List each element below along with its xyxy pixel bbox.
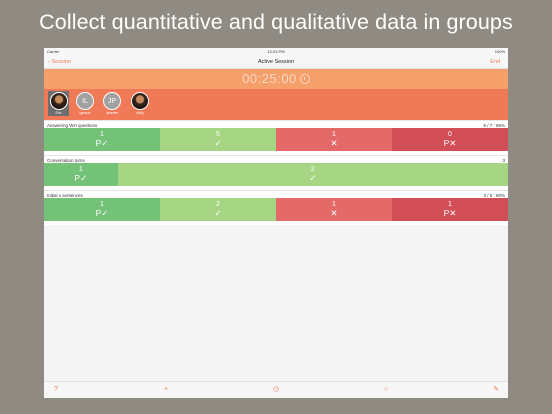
navigation-bar: ‹ Session Active Session End xyxy=(44,55,508,69)
response-count: 1 xyxy=(332,131,336,138)
response-count: 0 xyxy=(448,131,452,138)
goal-header: Initial s sentences 3 / 5 : 60% xyxy=(44,190,508,198)
end-session-button[interactable]: End xyxy=(490,59,500,65)
response-buttons: 1 P✓ 2 ✓ 1 ✕ 1 P✕ xyxy=(44,198,508,221)
participant-3[interactable]: Kelly xyxy=(130,92,150,115)
headline: Collect quantitative and qualitative dat… xyxy=(39,10,513,34)
goal-label: Initial s sentences xyxy=(47,193,83,198)
back-button[interactable]: ‹ Session xyxy=(48,59,71,65)
participant-name: Eric xyxy=(55,111,62,115)
response-count: 1 xyxy=(332,201,336,208)
goal-label: Conversation turns xyxy=(47,158,85,163)
response-button[interactable]: 1 P✓ xyxy=(44,128,160,151)
goal-score: 3 xyxy=(502,158,505,163)
avatar: IL xyxy=(76,92,94,110)
stopwatch-icon xyxy=(299,74,310,84)
response-buttons: 1 P✓ 5 ✓ 1 ✕ 0 P✕ xyxy=(44,128,508,151)
battery-level: 100% xyxy=(494,49,505,54)
session-timer[interactable]: 00:25:00 xyxy=(44,69,508,89)
participant-strip: Eric IL Ignacio JP Jennifer Kelly xyxy=(44,89,508,120)
goal-header: Conversation turns 3 xyxy=(44,155,508,163)
compose-icon[interactable]: ✎ xyxy=(493,386,499,393)
response-symbol: P✕ xyxy=(443,208,457,218)
goal-section: Answering WH questions 6 / 7 : 86% 1 P✓ 5 ✓ 1 ✕… xyxy=(44,120,508,151)
timer-icon[interactable]: ◷ xyxy=(272,386,280,393)
response-symbol: ✕ xyxy=(330,138,338,148)
response-count: 1 xyxy=(448,201,452,208)
response-count: 1 xyxy=(100,131,104,138)
goal-section: Initial s sentences 3 / 5 : 60% 1 P✓ 2 ✓ 1 ✕ 1 P✕ xyxy=(44,190,508,221)
response-buttons: 1 P✓ 2 ✓ xyxy=(44,163,508,186)
goal-score: 3 / 5 : 60% xyxy=(483,193,505,198)
response-symbol: ✓ xyxy=(214,138,222,148)
response-count: 1 xyxy=(78,166,83,173)
response-symbol: P✓ xyxy=(95,208,109,218)
goal-header: Answering WH questions 6 / 7 : 86% xyxy=(44,120,508,128)
participant-1[interactable]: IL Ignacio xyxy=(75,92,95,115)
section-gap xyxy=(44,151,508,155)
goal-label: Answering WH questions xyxy=(47,123,98,128)
page-title: Active Session xyxy=(257,59,295,65)
response-symbol: ✓ xyxy=(214,208,222,218)
response-button[interactable]: 1 ✕ xyxy=(276,198,392,221)
response-count: 5 xyxy=(216,131,220,138)
back-button-label: Session xyxy=(51,59,71,65)
response-count: 2 xyxy=(216,201,220,208)
response-symbol: P✓ xyxy=(95,138,109,148)
response-button[interactable]: 1 ✕ xyxy=(276,128,392,151)
response-symbol: P✕ xyxy=(443,138,457,148)
goal-section: Conversation turns 3 1 P✓ 2 ✓ xyxy=(44,155,508,186)
avatar: JP xyxy=(103,92,121,110)
participant-name: Kelly xyxy=(136,111,144,115)
response-count: 1 xyxy=(100,201,104,208)
add-note-icon[interactable]: + xyxy=(163,386,169,393)
avatar xyxy=(131,92,149,110)
response-symbol: ✓ xyxy=(309,173,317,183)
response-button[interactable]: 1 P✓ xyxy=(44,198,160,221)
ipad-screen: Carrier 12:03 PM 100% ‹ Session Active S… xyxy=(44,48,508,398)
participant-2[interactable]: JP Jennifer xyxy=(102,92,122,115)
response-symbol: ✕ xyxy=(330,208,338,218)
response-button[interactable]: 1 P✕ xyxy=(392,198,508,221)
avatar xyxy=(49,92,68,110)
response-button[interactable]: 0 P✕ xyxy=(392,128,508,151)
response-button[interactable]: 5 ✓ xyxy=(160,128,276,151)
clock: 12:03 PM xyxy=(267,49,285,54)
participant-name: Ignacio xyxy=(79,111,91,115)
bottom-toolbar: ? + ◷ ○ ✎ xyxy=(44,381,508,398)
response-button[interactable]: 1 P✓ xyxy=(44,163,118,186)
loading-icon[interactable]: ○ xyxy=(383,386,389,393)
participant-0[interactable]: Eric xyxy=(48,91,69,116)
response-button[interactable]: 2 ✓ xyxy=(160,198,276,221)
section-gap xyxy=(44,221,508,225)
help-icon[interactable]: ? xyxy=(54,386,58,393)
participant-name: Jennifer xyxy=(105,111,119,115)
response-count: 2 xyxy=(310,166,315,173)
timer-value: 00:25:00 xyxy=(242,71,297,86)
section-gap xyxy=(44,186,508,190)
status-bar: Carrier 12:03 PM 100% xyxy=(44,48,508,55)
goal-score: 6 / 7 : 86% xyxy=(483,123,505,128)
carrier-label: Carrier xyxy=(47,49,60,54)
response-symbol: P✓ xyxy=(74,173,88,183)
goal-list: Answering WH questions 6 / 7 : 86% 1 P✓ 5 ✓ 1 ✕… xyxy=(44,120,508,225)
response-button[interactable]: 2 ✓ xyxy=(117,163,508,186)
